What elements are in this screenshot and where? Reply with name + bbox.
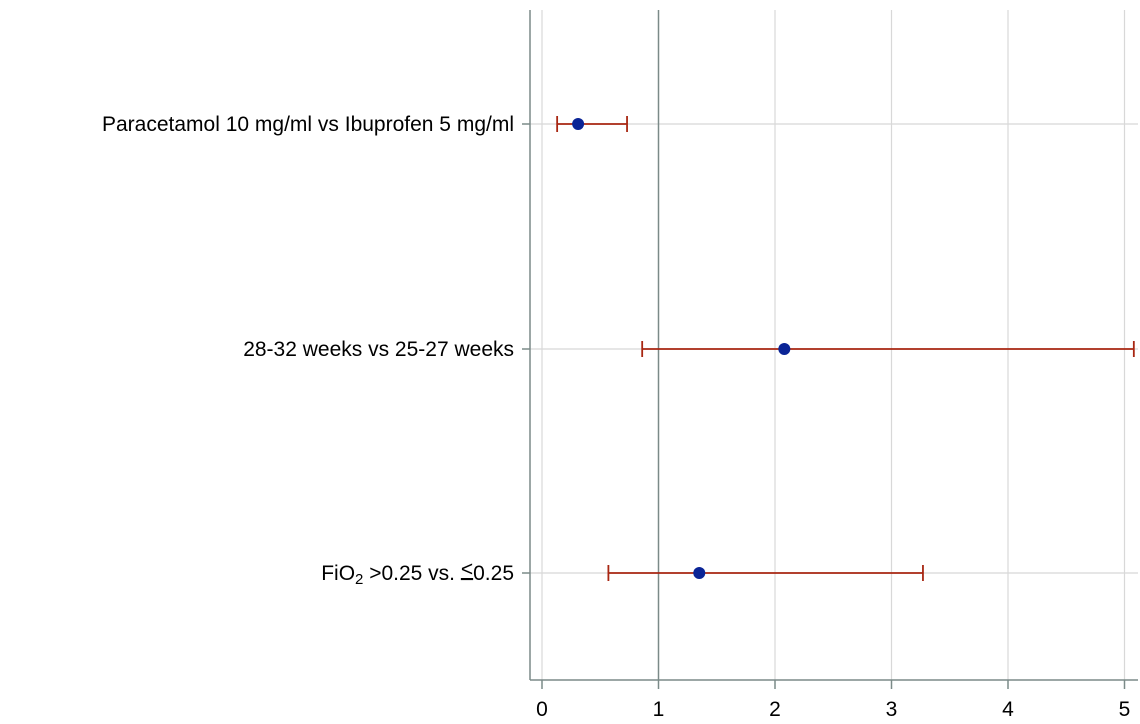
label-layer: Paracetamol 10 mg/ml vs Ibuprofen 5 mg/m… (102, 113, 514, 588)
row-label: Paracetamol 10 mg/ml vs Ibuprofen 5 mg/m… (102, 113, 514, 136)
estimate-point (572, 118, 585, 130)
estimate-point (778, 343, 791, 355)
x-tick-label: 5 (1119, 698, 1131, 721)
marks-layer (556, 116, 1135, 581)
estimate-point (693, 567, 706, 579)
x-tick-label: 3 (886, 698, 898, 721)
x-tick-label: 1 (653, 698, 665, 721)
x-tick-label: 2 (769, 698, 781, 721)
axis-layer: 0 1 2 3 4 5 (522, 10, 1138, 721)
row-label: 28-32 weeks vs 25-27 weeks (243, 338, 514, 361)
x-tick-label: 0 (536, 698, 548, 721)
row-label: FiO2 >0.25 vs. <0.25 (321, 558, 514, 588)
grid-layer (530, 10, 1138, 680)
x-tick-label: 4 (1002, 698, 1014, 721)
